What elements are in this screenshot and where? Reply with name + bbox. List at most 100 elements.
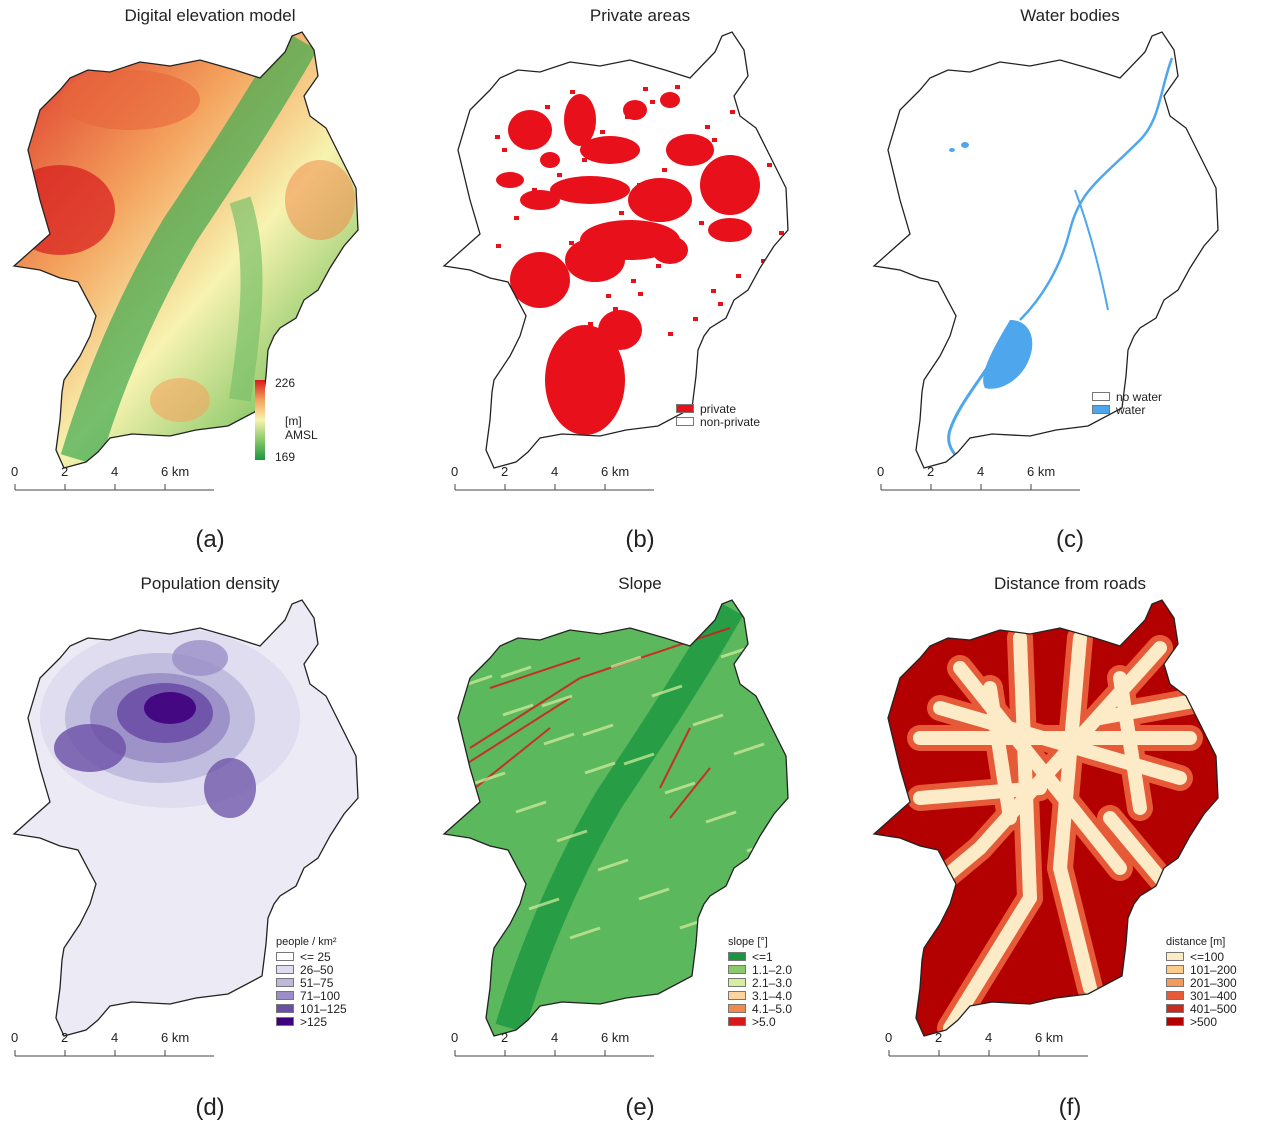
road-corridor [913,781,1047,805]
legend-label: water [1116,402,1146,417]
private-parcel [675,85,680,89]
private-areas-map [442,31,789,469]
slope-map [442,599,789,1037]
scale-bar: 0 2 4 6 km [451,464,654,500]
private-parcel [532,188,537,192]
scale-tick-label: 2 [61,1030,69,1045]
legend-swatch [676,417,694,426]
panel-title: Slope [618,574,662,593]
map-fill [14,600,358,1036]
private-area [666,134,714,166]
valley-lowland [229,196,263,402]
legend-label: 51–75 [300,975,334,990]
legend-item: 301–400 [1166,988,1237,1003]
lake [983,320,1033,389]
private-area [652,236,688,264]
steep-slope [579,627,731,679]
road-corridor [943,891,1037,1035]
private-parcel [767,163,772,167]
private-parcel [711,289,716,293]
flat-valley [495,600,744,1033]
moderate-slope [664,781,696,795]
river [1019,57,1174,321]
scale-tick-label: 6 km [161,1030,190,1045]
panel-label: (f) [1058,1094,1082,1121]
scale-tick-label: 4 [551,464,559,479]
private-area [496,172,524,188]
moderate-slope [733,742,765,756]
legend-label: 201–300 [1190,975,1237,990]
private-parcel [662,168,667,172]
legend-label: 101–125 [300,1001,347,1016]
scale-bar-line [14,484,214,491]
private-area [564,94,596,146]
moderate-slope [623,752,655,766]
legend-label: 26–50 [300,962,334,977]
legend-label: 71–100 [300,988,341,1003]
scale-bar-line [454,1050,654,1057]
legend-title: people / km² [276,936,337,948]
legend-item: <= 25 [276,950,347,964]
legend-label: >500 [1190,1014,1218,1029]
private-parcel [539,201,544,205]
road-corridor [1053,861,1097,995]
panel-a-elevation: Digital elevation model 226 [m] AMSL 169… [0,0,420,560]
moderate-slope [705,810,737,824]
private-area [520,190,560,210]
stream [1074,189,1109,311]
legend-swatch [276,978,294,987]
private-parcel [761,259,766,263]
private-parcel [749,191,754,195]
private-parcel [526,284,531,288]
scale-tick-label: 0 [11,1030,19,1045]
density-zone [172,640,228,676]
municipal-boundary [12,31,359,469]
scale-tick-label: 2 [927,464,935,479]
moderate-slope [459,636,491,650]
water-legend: no water water [1092,389,1163,417]
scale-tick-label: 4 [551,1030,559,1045]
legend-label: no water [1116,389,1163,404]
legend-swatch [728,978,746,987]
road-corridor [1113,671,1147,815]
legend-item: water [1092,402,1162,417]
legend-swatch [1092,405,1110,414]
moderate-slope [582,723,614,737]
density-zone [204,758,256,818]
private-parcel [533,297,538,301]
private-parcel [551,269,556,273]
moderate-slope [651,684,683,698]
scale-tick-label: 2 [61,464,69,479]
legend-label: non-private [700,414,761,429]
private-parcel [570,90,575,94]
legend-item: non-private [676,414,761,429]
municipal-boundary [872,31,1219,469]
moderate-slope [597,858,629,872]
panel-d-population-density: Population density people / km² <= 25 26–5… [0,568,420,1128]
private-parcel [576,254,581,258]
panel-label: (e) [625,1094,655,1121]
moderate-slope [515,800,547,814]
private-parcel [674,236,679,240]
legend-swatch [728,1004,746,1013]
scale-bar: 0 2 4 6 km [11,1030,214,1066]
legend-item: 401–500 [1166,1002,1237,1016]
moderate-slope [556,829,588,843]
private-area [708,218,752,242]
scale-bar-line [454,484,654,491]
legend-swatch [1166,1004,1184,1013]
legend-swatch [1166,965,1184,974]
private-parcel [693,317,698,321]
private-parcel [563,337,568,341]
legend-label: 301–400 [1190,988,1237,1003]
map-fill [874,32,1218,468]
private-parcel [644,196,649,200]
private-parcel [514,216,519,220]
legend-item: 51–75 [276,975,347,990]
private-parcel [705,125,710,129]
legend-label: >5.0 [752,1014,776,1029]
moderate-slope [692,713,724,727]
legend-swatch [728,1017,746,1026]
scale-tick-label: 0 [885,1030,893,1045]
legend-item: 2.1–3.0 [728,976,792,990]
